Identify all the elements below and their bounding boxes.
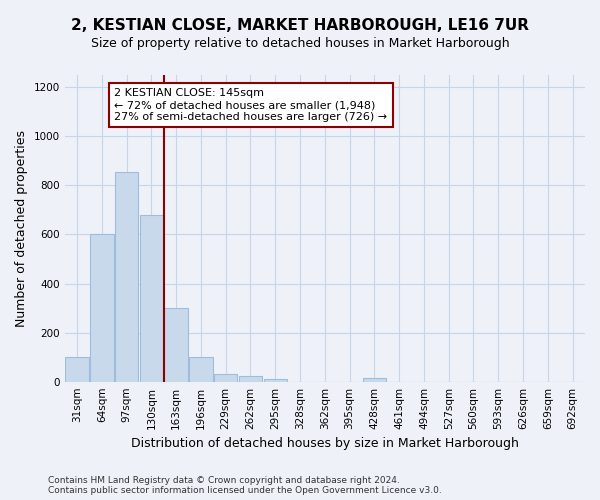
Y-axis label: Number of detached properties: Number of detached properties: [15, 130, 28, 327]
Text: 2 KESTIAN CLOSE: 145sqm
← 72% of detached houses are smaller (1,948)
27% of semi: 2 KESTIAN CLOSE: 145sqm ← 72% of detache…: [114, 88, 388, 122]
Bar: [189, 357, 213, 382]
Text: Contains HM Land Registry data © Crown copyright and database right 2024.
Contai: Contains HM Land Registry data © Crown c…: [48, 476, 442, 495]
Bar: [164, 308, 188, 382]
Bar: [214, 374, 238, 382]
Bar: [362, 378, 386, 382]
Bar: [140, 215, 163, 382]
Bar: [90, 234, 113, 382]
Bar: [115, 172, 139, 382]
Text: 2, KESTIAN CLOSE, MARKET HARBOROUGH, LE16 7UR: 2, KESTIAN CLOSE, MARKET HARBOROUGH, LE1…: [71, 18, 529, 32]
Bar: [65, 357, 89, 382]
Text: Size of property relative to detached houses in Market Harborough: Size of property relative to detached ho…: [91, 38, 509, 51]
Bar: [239, 376, 262, 382]
X-axis label: Distribution of detached houses by size in Market Harborough: Distribution of detached houses by size …: [131, 437, 519, 450]
Bar: [263, 379, 287, 382]
